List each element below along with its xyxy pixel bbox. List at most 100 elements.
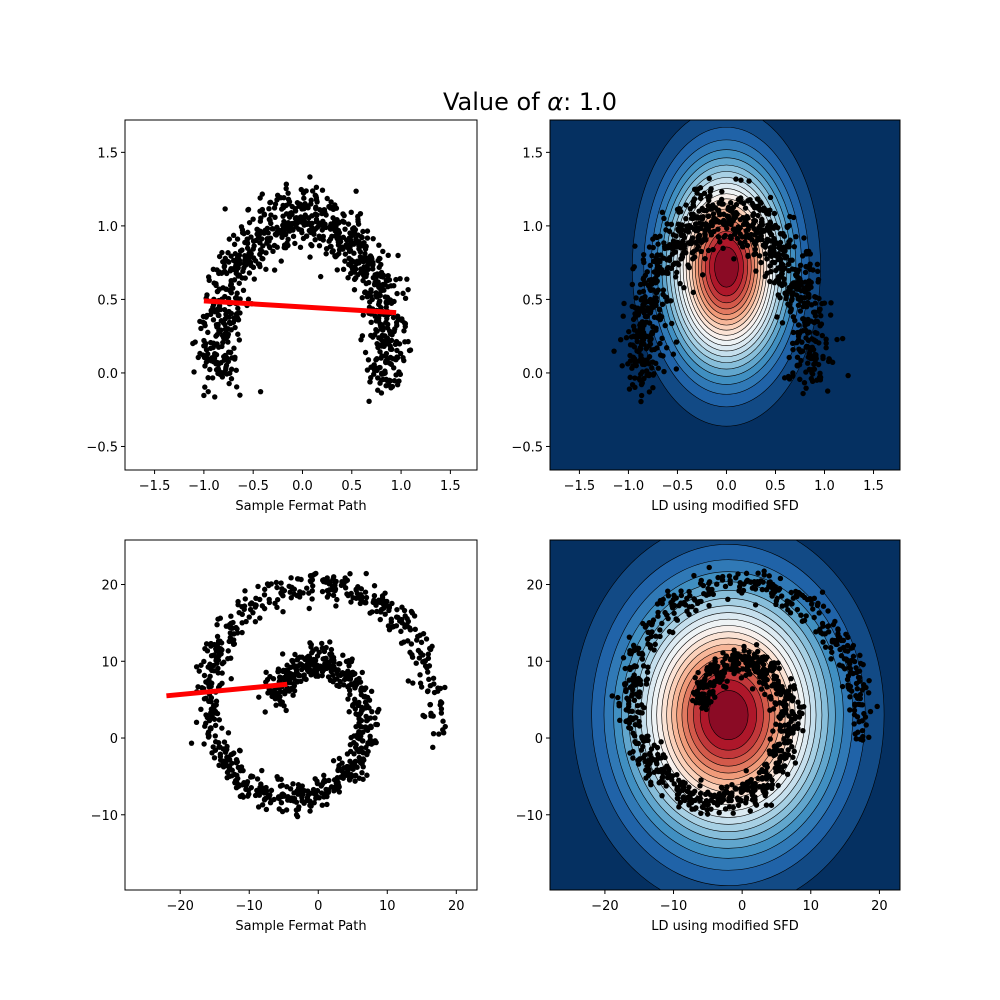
data-point <box>649 301 655 307</box>
data-point <box>394 354 401 361</box>
data-point <box>726 573 733 579</box>
data-point <box>815 361 822 368</box>
data-point <box>363 271 370 277</box>
data-point <box>715 218 721 225</box>
data-point <box>703 800 710 806</box>
data-point <box>394 347 400 354</box>
y-tick-label: −0.5 <box>86 440 118 455</box>
data-point <box>799 253 806 259</box>
data-point <box>819 300 825 307</box>
data-point <box>231 345 237 351</box>
data-point <box>210 317 217 323</box>
data-point <box>751 251 757 258</box>
data-point <box>314 667 320 673</box>
data-point <box>746 649 752 655</box>
data-point <box>323 212 329 218</box>
data-point <box>280 609 286 615</box>
data-point <box>635 761 642 767</box>
data-point <box>291 683 298 689</box>
data-point <box>834 641 840 648</box>
data-point <box>405 678 411 684</box>
data-point <box>740 200 747 207</box>
x-tick-label: 1.0 <box>391 479 412 494</box>
data-point <box>757 199 764 205</box>
data-point <box>198 706 204 713</box>
data-point <box>627 374 633 381</box>
data-point <box>281 218 287 225</box>
data-point <box>257 239 263 246</box>
data-point <box>207 366 213 373</box>
data-point <box>283 185 289 192</box>
data-point <box>291 688 298 694</box>
data-point <box>303 676 309 683</box>
data-point <box>710 794 716 800</box>
data-point <box>640 620 646 627</box>
data-point <box>320 780 326 787</box>
data-point <box>340 218 346 224</box>
data-point <box>644 372 650 378</box>
data-point <box>375 387 381 393</box>
data-point <box>813 629 819 635</box>
data-point <box>749 797 756 803</box>
data-point <box>697 783 703 789</box>
data-point <box>342 251 349 257</box>
data-point <box>274 244 280 250</box>
data-point <box>632 359 638 366</box>
data-point <box>768 253 775 259</box>
data-point <box>250 216 256 222</box>
data-point <box>774 595 780 602</box>
data-point <box>292 240 298 247</box>
data-point <box>654 744 661 751</box>
data-point <box>402 624 408 630</box>
data-point <box>242 275 248 281</box>
data-point <box>769 259 776 265</box>
data-point <box>774 314 780 320</box>
data-point <box>808 375 815 382</box>
x-tick-label: 0.5 <box>341 479 362 494</box>
data-point <box>262 709 268 715</box>
data-point <box>689 797 696 804</box>
data-point <box>317 273 324 280</box>
data-point <box>359 759 365 766</box>
data-point <box>761 572 767 578</box>
data-point <box>823 336 829 342</box>
data-point <box>642 752 648 758</box>
data-point <box>348 263 354 269</box>
data-point <box>660 291 666 298</box>
data-point <box>662 754 668 761</box>
data-point <box>690 248 697 255</box>
data-point <box>777 575 784 582</box>
data-point <box>357 679 364 685</box>
data-point <box>314 653 321 659</box>
data-point <box>822 644 829 650</box>
data-point <box>351 700 358 706</box>
data-point <box>631 327 638 333</box>
data-point <box>686 588 692 595</box>
data-point <box>219 670 225 676</box>
data-point <box>719 672 725 678</box>
data-point <box>812 300 818 306</box>
data-point <box>728 235 734 241</box>
data-point <box>732 228 739 235</box>
moons-density-panel: −1.5 −1.0 −0.5 0.0 0.5 1.0 1.5 −0.5 0.0 0.5 1.0 1.5… <box>511 119 901 514</box>
data-point <box>783 755 789 761</box>
data-point <box>863 722 869 728</box>
data-point <box>659 335 665 342</box>
data-point <box>415 647 422 654</box>
data-point <box>630 266 636 272</box>
x-tick-label: 0.5 <box>765 479 786 494</box>
data-point <box>191 369 197 375</box>
data-point <box>398 628 404 635</box>
data-point <box>750 211 757 217</box>
data-point <box>226 773 233 780</box>
data-point <box>804 317 811 324</box>
data-point <box>680 787 686 793</box>
moons-fermat-panel: −1.5 −1.0 −0.5 0.0 0.5 1.0 1.5 −0.5 0.0 0.5 1.0 1.5… <box>86 119 478 514</box>
data-point <box>738 177 744 183</box>
data-point <box>319 640 325 647</box>
data-point <box>727 580 733 587</box>
data-point <box>386 607 392 614</box>
data-point <box>741 643 747 650</box>
data-point <box>697 195 704 202</box>
data-point <box>313 216 320 223</box>
